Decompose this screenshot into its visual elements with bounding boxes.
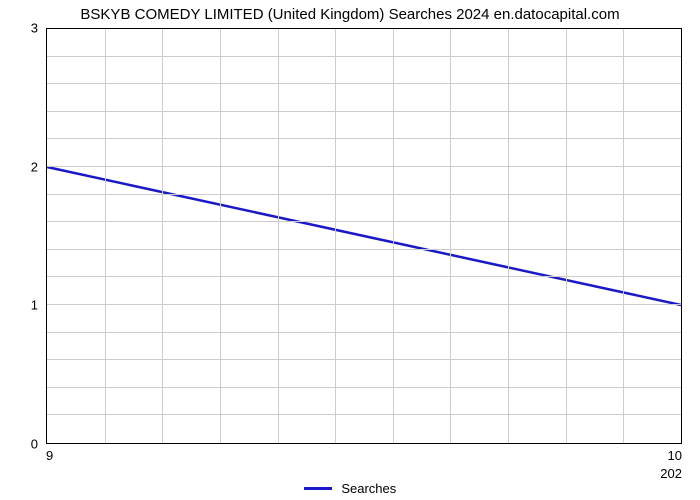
chart-title: BSKYB COMEDY LIMITED (United Kingdom) Se… [0, 6, 700, 23]
gridline-horizontal [47, 83, 681, 84]
gridline-vertical [335, 29, 336, 443]
gridline-horizontal [47, 304, 681, 305]
gridline-horizontal [47, 221, 681, 222]
gridline-horizontal [47, 249, 681, 250]
gridline-vertical [566, 29, 567, 443]
legend-swatch [304, 487, 332, 490]
chart-container: 0123910202 [46, 28, 682, 444]
series-line [47, 29, 681, 443]
gridline-vertical [450, 29, 451, 443]
gridline-horizontal [47, 56, 681, 57]
y-tick-label: 3 [31, 21, 38, 36]
gridline-horizontal [47, 194, 681, 195]
gridline-horizontal [47, 276, 681, 277]
x-tick-label-right: 10 [668, 448, 682, 463]
gridline-horizontal [47, 166, 681, 167]
x-tick-label-left: 9 [46, 448, 53, 463]
gridline-vertical [623, 29, 624, 443]
gridline-horizontal [47, 111, 681, 112]
plot-area [46, 28, 682, 444]
gridline-horizontal [47, 138, 681, 139]
legend: Searches [0, 480, 700, 496]
gridline-vertical [508, 29, 509, 443]
gridline-vertical [393, 29, 394, 443]
y-tick-label: 1 [31, 298, 38, 313]
gridline-horizontal [47, 332, 681, 333]
gridline-vertical [162, 29, 163, 443]
y-tick-label: 0 [31, 437, 38, 452]
gridline-horizontal [47, 387, 681, 388]
x-sublabel-right: 202 [660, 466, 682, 481]
gridline-vertical [105, 29, 106, 443]
legend-label: Searches [341, 481, 396, 496]
y-tick-label: 2 [31, 159, 38, 174]
gridline-vertical [220, 29, 221, 443]
gridline-vertical [278, 29, 279, 443]
gridline-horizontal [47, 359, 681, 360]
gridline-horizontal [47, 414, 681, 415]
